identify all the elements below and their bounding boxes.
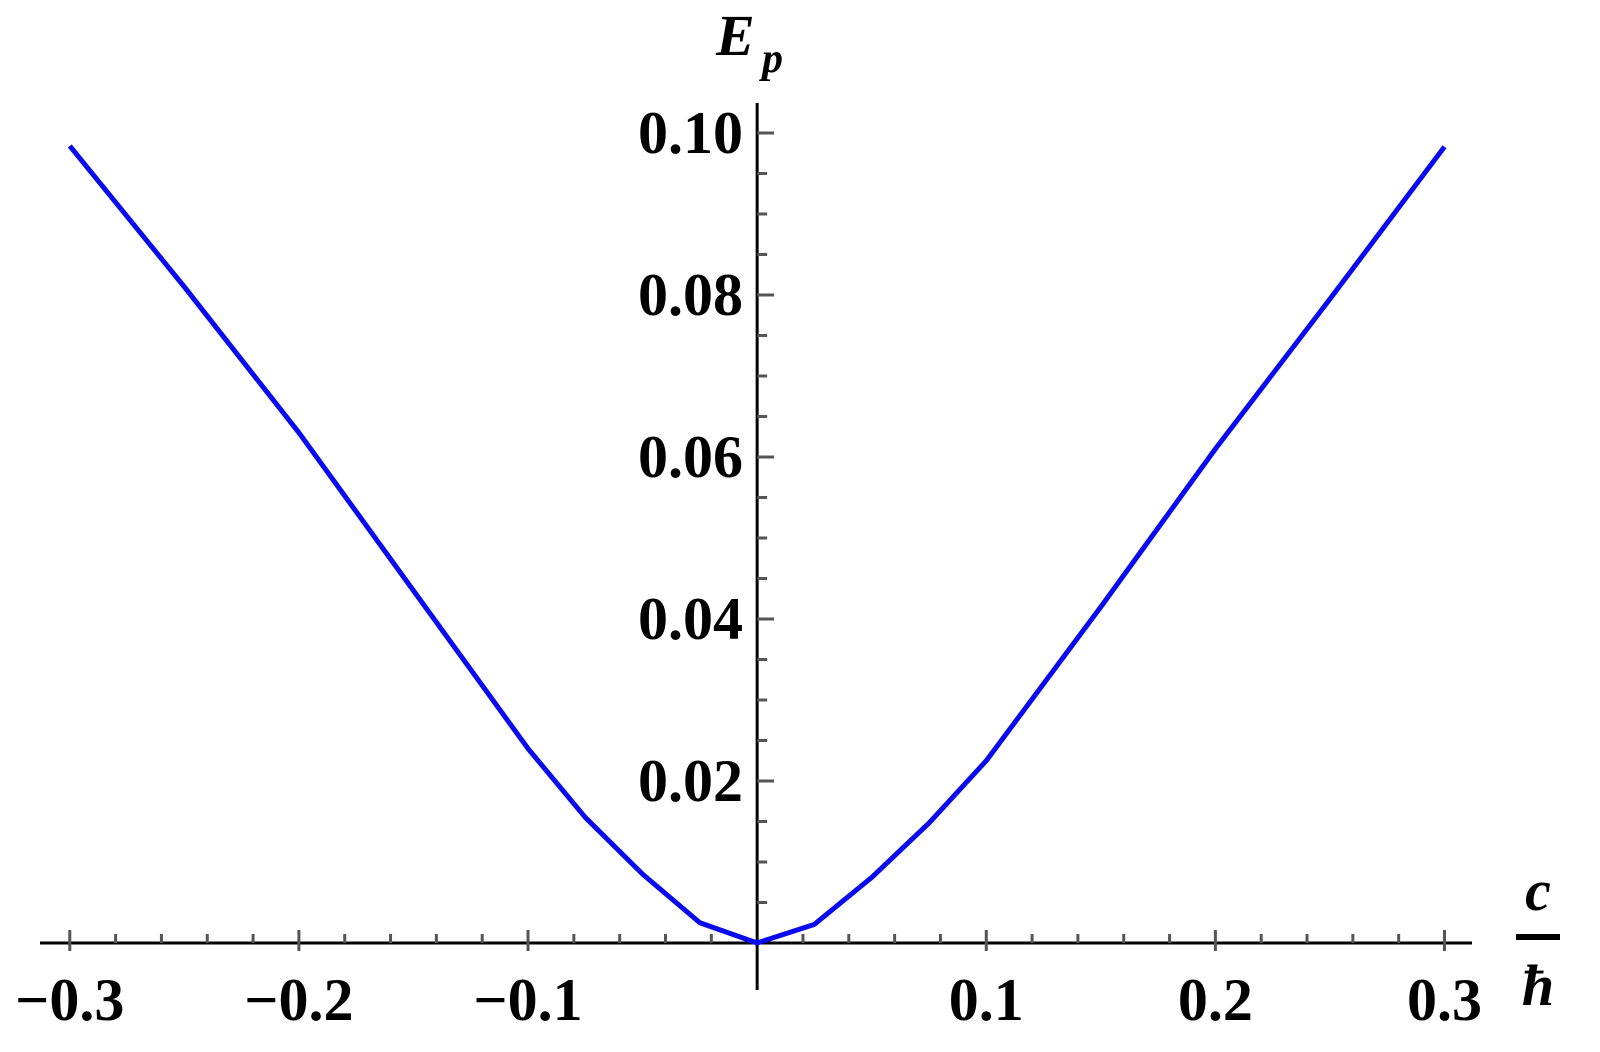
y-tick-label: 0.04	[638, 586, 743, 652]
y-tick-label: 0.02	[638, 748, 743, 814]
x-axis-label-den: ħ	[1522, 953, 1554, 1018]
x-tick-label: 0.3	[1407, 967, 1482, 1033]
x-axis-label-num: c	[1525, 858, 1551, 923]
y-tick-label: 0.10	[638, 100, 743, 166]
x-tick-label: 0.1	[949, 967, 1024, 1033]
y-tick-label: 0.06	[638, 424, 743, 490]
curve	[67, 144, 1447, 946]
x-tick-label: −0.1	[473, 967, 582, 1033]
x-tick-label: 0.2	[1178, 967, 1253, 1033]
y-tick-label: 0.08	[638, 262, 743, 328]
x-tick-label: −0.2	[244, 967, 353, 1033]
x-tick-label: −0.3	[15, 967, 124, 1033]
y-axis-label-sub: p	[759, 36, 783, 82]
y-axis-label: E	[715, 3, 755, 68]
